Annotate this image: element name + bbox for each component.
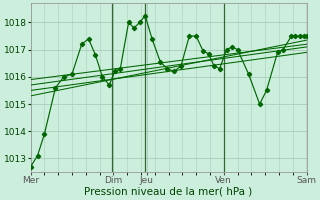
X-axis label: Pression niveau de la mer( hPa ): Pression niveau de la mer( hPa ) <box>84 187 253 197</box>
